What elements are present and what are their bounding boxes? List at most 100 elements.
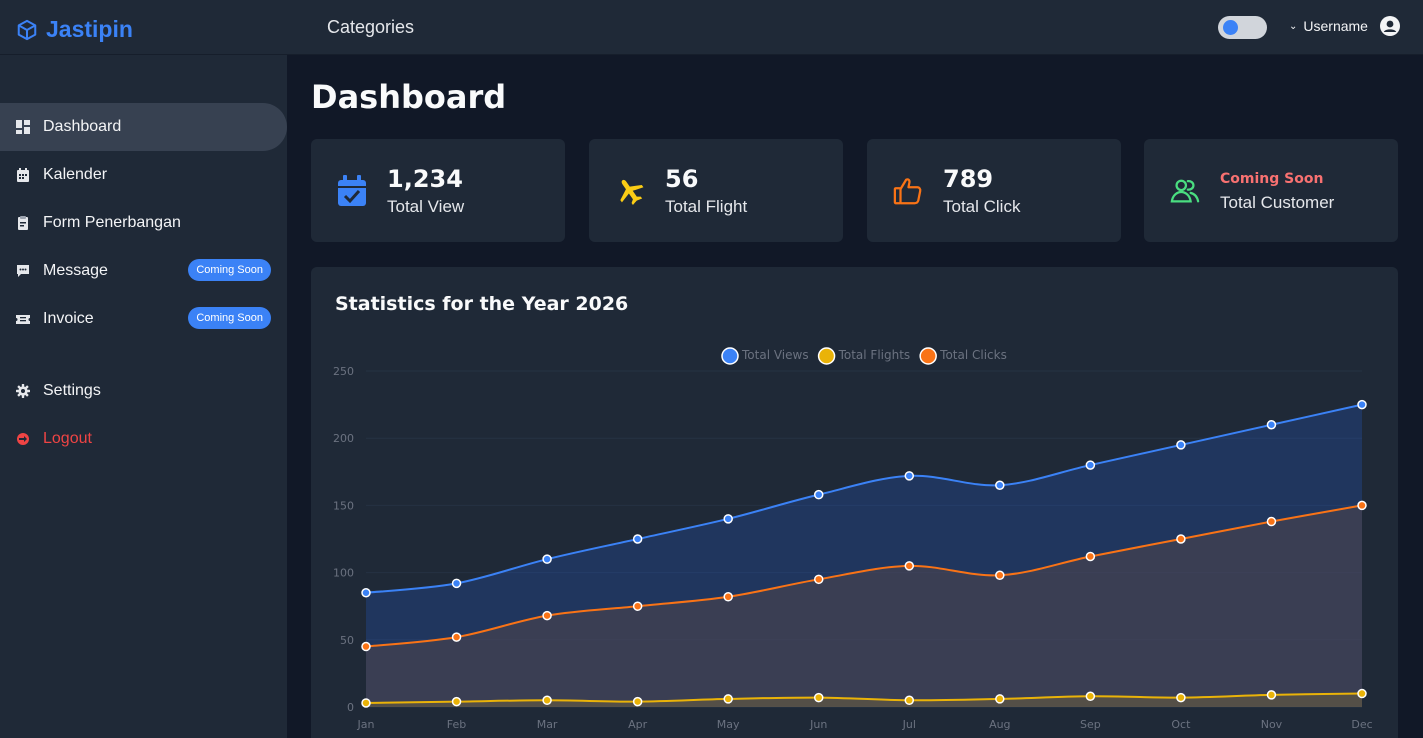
y-tick-label: 250: [333, 365, 354, 378]
data-point: [904, 561, 915, 571]
sidebar-item-label: Message: [43, 262, 108, 279]
thumbs-up-icon: [893, 178, 922, 205]
data-point: [723, 514, 733, 524]
ticket-icon: [16, 312, 30, 326]
stat-label: Total Customer: [1220, 193, 1335, 212]
stat-card-total-customer: Coming Soon Total Customer: [1144, 139, 1398, 242]
brand-logo[interactable]: Jastipin: [16, 16, 133, 43]
page-title: Dashboard: [311, 78, 507, 116]
legend-label: Total Views: [741, 348, 809, 362]
data-point: [451, 696, 462, 707]
data-point: [1266, 690, 1277, 700]
calendar-check-icon: [338, 175, 366, 206]
data-point: [542, 695, 552, 706]
message-icon: [16, 264, 30, 278]
legend-label: Total Flights: [838, 348, 911, 362]
data-point: [542, 610, 552, 621]
data-point: [361, 588, 371, 598]
legend-marker: [817, 347, 836, 365]
stat-value: 789: [943, 165, 994, 193]
x-tick-label: Nov: [1261, 718, 1283, 731]
sidebar-item-settings[interactable]: Settings: [0, 367, 287, 415]
coming-soon-label: Coming Soon: [1220, 171, 1324, 187]
x-tick-label: Sep: [1080, 718, 1101, 731]
data-point: [1176, 440, 1186, 450]
sidebar-item-label: Kalender: [43, 166, 108, 183]
statistics-chart-card: Statistics for the Year 2026 0 50 100 150 20…: [311, 267, 1398, 738]
data-point: [361, 641, 371, 652]
x-tick-label: Aug: [989, 718, 1010, 731]
calendar-icon: [16, 168, 30, 182]
sidebar-item-label: Settings: [43, 382, 101, 399]
stat-card-total-click: 789 Total Click: [867, 139, 1121, 242]
users-icon: [1170, 179, 1200, 203]
sidebar-item-kalender[interactable]: Kalender: [0, 151, 287, 199]
stat-label: Total Click: [943, 197, 1021, 216]
legend-marker: [721, 347, 739, 365]
categories-link[interactable]: Categories: [327, 17, 415, 37]
sidebar: Dashboard Kalender Form Penerbangan Mess…: [0, 55, 287, 738]
sidebar-item-form-penerbangan[interactable]: Form Penerbangan: [0, 199, 287, 247]
data-point: [813, 574, 824, 585]
stat-card-total-flight: 56 Total Flight: [589, 139, 843, 242]
data-point: [1357, 500, 1367, 511]
data-point: [813, 489, 824, 500]
data-point: [361, 698, 371, 708]
series-line: [365, 692, 1363, 704]
x-tick-label: Mar: [537, 718, 558, 731]
chevron-down-icon: ⌄: [1289, 20, 1298, 32]
legend-marker: [919, 347, 937, 365]
top-bar: Jastipin Categories ⌄ Username: [0, 0, 1423, 55]
data-point: [904, 471, 915, 481]
statistics-chart: 0 50 100 150 200 250 Jan Feb Mar Apr May Jun Jul Aug S…: [333, 347, 1373, 731]
stat-label: Total Flight: [665, 197, 748, 216]
sidebar-item-logout[interactable]: Logout: [0, 415, 287, 463]
sidebar-item-invoice[interactable]: Invoice Coming Soon: [0, 295, 287, 343]
x-tick-label: Oct: [1171, 718, 1191, 731]
data-point: [813, 692, 824, 703]
brand-name: Jastipin: [46, 16, 133, 42]
y-tick-label: 50: [340, 634, 354, 647]
y-tick-label: 0: [347, 701, 354, 714]
toggle-knob: [1223, 20, 1238, 35]
data-point: [632, 696, 643, 707]
y-tick-label: 150: [333, 499, 354, 512]
sidebar-item-dashboard[interactable]: Dashboard: [0, 103, 287, 151]
data-point: [904, 695, 915, 706]
username-label: Username: [1303, 18, 1368, 34]
data-point: [1085, 460, 1096, 470]
sidebar-item-message[interactable]: Message Coming Soon: [0, 247, 287, 295]
chart-title: Statistics for the Year 2026: [335, 293, 629, 315]
x-tick-label: Dec: [1351, 718, 1372, 731]
stat-value: 56: [665, 165, 699, 193]
data-point: [1266, 516, 1277, 527]
data-point: [1266, 420, 1277, 430]
x-tick-label: Jul: [902, 718, 916, 731]
gear-icon: [16, 384, 30, 398]
theme-toggle[interactable]: [1218, 16, 1267, 39]
legend-label: Total Clicks: [939, 348, 1007, 362]
logout-icon: [16, 432, 30, 446]
data-point: [1085, 551, 1096, 562]
data-point: [632, 534, 643, 544]
user-menu[interactable]: ⌄ Username: [1289, 16, 1400, 36]
user-avatar-icon: [1379, 16, 1400, 36]
series-line: [365, 403, 1363, 594]
stat-value: 1,234: [387, 165, 463, 193]
cube-icon: [17, 19, 37, 40]
coming-soon-badge: Coming Soon: [188, 259, 271, 281]
x-tick-label: Jan: [357, 718, 375, 731]
data-point: [451, 632, 462, 642]
sidebar-item-label: Dashboard: [43, 118, 122, 135]
stat-label: Total View: [387, 197, 465, 216]
stat-card-total-view: 1,234 Total View: [311, 139, 565, 242]
y-tick-label: 100: [333, 567, 354, 580]
data-point: [1176, 534, 1186, 544]
data-point: [542, 554, 552, 564]
data-point: [632, 601, 643, 611]
x-tick-label: Jun: [809, 718, 827, 731]
data-point: [723, 592, 733, 602]
x-tick-label: Apr: [628, 718, 648, 731]
sidebar-item-label: Form Penerbangan: [43, 214, 181, 231]
data-point: [995, 694, 1005, 704]
